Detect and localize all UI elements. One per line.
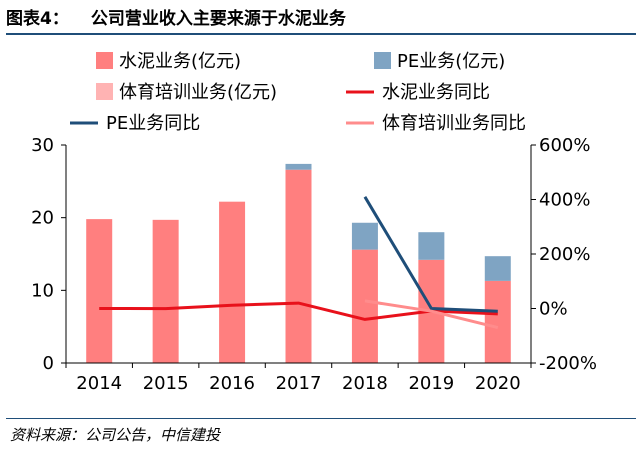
y-left-tick-label: 30	[31, 135, 54, 156]
legend-label-2: PE业务(亿元)	[397, 51, 505, 72]
x-tick-label-2020: 2020	[475, 373, 521, 394]
x-tick-label-2015: 2015	[143, 373, 189, 394]
chart-legend: 水泥业务(亿元) PE业务(亿元) 体育培训业务(亿元) 水泥业务同比 PE业务同比 体育…	[70, 51, 526, 134]
bars-layer	[86, 163, 511, 363]
legend-swatch-1	[96, 52, 113, 69]
bar-1-2014	[86, 219, 113, 363]
line-series-3	[364, 299, 499, 330]
y-right-tick-label: 400%	[539, 190, 590, 211]
title-rule	[6, 33, 636, 35]
x-tick-label-2016: 2016	[209, 373, 255, 394]
bar-1-2018	[351, 249, 378, 363]
legend-label-6: 体育培训业务同比	[382, 113, 526, 134]
y-right-tick-label: 200%	[539, 244, 590, 265]
x-tick-label-2018: 2018	[342, 373, 388, 394]
figure-number: 图表4：	[6, 9, 69, 29]
bar-2-2020	[484, 256, 511, 281]
y-left-tick-label: 10	[31, 280, 54, 301]
axes-layer: 0 10 20 30 -200% 0% 200% 400% 600% 2014 2015 2016 20…	[31, 135, 597, 394]
legend-swatch-3	[96, 83, 113, 100]
figure-title: 图表4： 公司营业收入主要来源于水泥业务	[6, 4, 346, 29]
y-right-tick-label: 600%	[539, 135, 590, 156]
source-note: 资料来源：公司公告，中信建投	[10, 426, 221, 444]
legend-swatch-2	[374, 52, 391, 69]
bar-1-2015	[152, 219, 179, 363]
y-right-tick-label: 0%	[539, 299, 568, 320]
x-tick-label-2019: 2019	[408, 373, 454, 394]
y-left-tick-label: 20	[31, 208, 54, 229]
line-series-2	[363, 196, 498, 313]
x-tick-label-2014: 2014	[76, 373, 122, 394]
lines-layer	[99, 196, 499, 330]
bar-1-2016	[219, 201, 246, 363]
bar-1-2017	[285, 169, 312, 363]
legend-label-3: 体育培训业务(亿元)	[119, 82, 277, 103]
legend-label-4: 水泥业务同比	[382, 82, 490, 103]
figure-title-text: 公司营业收入主要来源于水泥业务	[90, 9, 346, 29]
bar-2-2017	[285, 163, 312, 170]
legend-label-5: PE业务同比	[106, 113, 200, 134]
source-rule	[6, 418, 636, 419]
x-tick-label-2017: 2017	[276, 373, 322, 394]
y-right-tick-label: -200%	[539, 353, 597, 374]
bar-1-2020	[484, 280, 511, 363]
bar-2-2018	[351, 222, 378, 250]
bar-2-2019	[418, 232, 445, 260]
legend-label-1: 水泥业务(亿元)	[119, 51, 241, 72]
y-left-tick-label: 0	[43, 353, 54, 374]
